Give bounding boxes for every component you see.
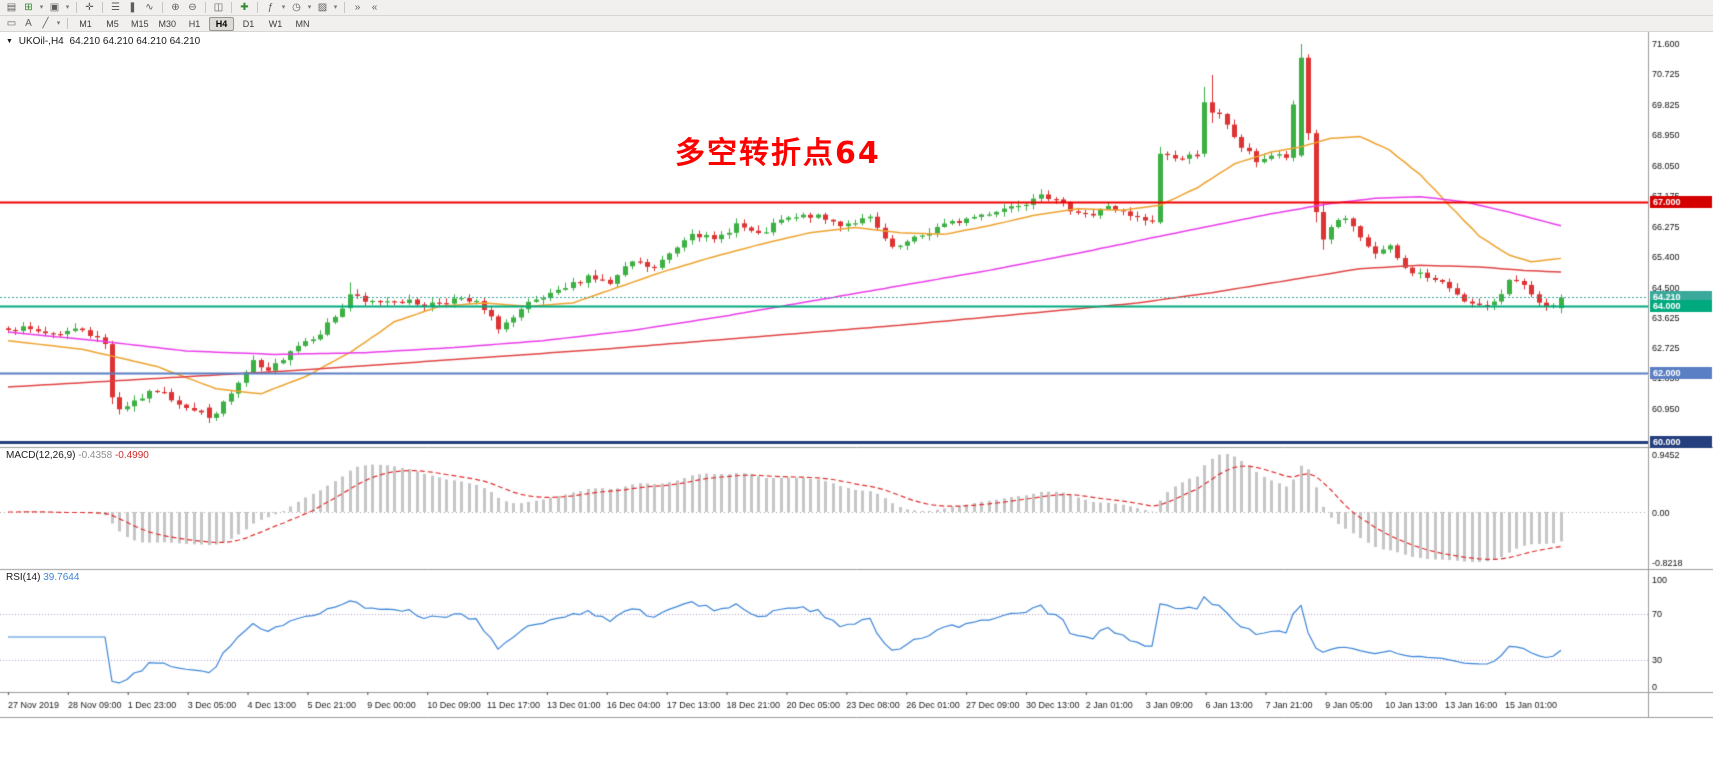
toolbar-separator bbox=[205, 2, 206, 13]
timeframe-m15[interactable]: M15 bbox=[131, 18, 149, 29]
timeframe-h4[interactable]: H4 bbox=[209, 16, 235, 31]
indicators-dropdown-icon[interactable]: ▾ bbox=[281, 4, 286, 11]
toolbar-separator bbox=[76, 2, 77, 13]
templates-dropdown-icon[interactable]: ▾ bbox=[333, 4, 338, 11]
timeframe-m5[interactable]: M5 bbox=[106, 18, 119, 29]
cursor-tool-icon[interactable]: ▭ bbox=[6, 18, 17, 29]
zoom-in-icon[interactable]: ⊕ bbox=[171, 2, 180, 13]
timeframe-mn[interactable]: MN bbox=[295, 18, 310, 29]
zoom-out-icon[interactable]: ⊖ bbox=[188, 2, 197, 13]
chart-window: ▼ UKOil-,H4 64.210 64.210 64.210 64.210 … bbox=[0, 32, 1713, 722]
toolbar-row-2: ▭ A ╱ ▾ M1 M5 M15 M30 H1 H4 D1 W1 MN bbox=[0, 16, 1713, 32]
toolbar-separator bbox=[344, 2, 345, 13]
chart-shift-icon[interactable]: « bbox=[371, 2, 378, 13]
new-order-icon[interactable]: ✚ bbox=[240, 2, 249, 13]
timeframe-m1[interactable]: M1 bbox=[79, 18, 92, 29]
profiles-icon[interactable]: ▣ bbox=[49, 2, 60, 13]
periods-dropdown-icon[interactable]: ▾ bbox=[307, 4, 312, 11]
toolbar-separator bbox=[102, 2, 103, 13]
toolbar-separator bbox=[257, 2, 258, 13]
candlestick-chart-icon[interactable]: ❚ bbox=[128, 2, 137, 13]
text-tool-icon[interactable]: A bbox=[25, 18, 32, 29]
new-chart-dropdown-icon[interactable]: ▾ bbox=[39, 4, 44, 11]
timeframe-w1[interactable]: W1 bbox=[268, 18, 283, 29]
toolbar-row-1: ▤ ⊞ ▾ ▣ ▾ ✛ ☰ ❚ ∿ ⊕ ⊖ ◫ ✚ ƒ ▾ ◷ ▾ ▨ ▾ » « bbox=[0, 0, 1713, 16]
trendline-tool-icon[interactable]: ╱ bbox=[42, 18, 49, 29]
timeframe-h1[interactable]: H1 bbox=[188, 18, 201, 29]
toolbar-separator bbox=[162, 2, 163, 13]
charts-list-icon[interactable]: ▤ bbox=[6, 2, 17, 13]
timeframe-m30[interactable]: M30 bbox=[158, 18, 177, 29]
timeframe-d1[interactable]: D1 bbox=[242, 18, 255, 29]
tile-windows-icon[interactable]: ◫ bbox=[213, 2, 224, 13]
toolbar-separator bbox=[67, 18, 68, 29]
shapes-dropdown-icon[interactable]: ▾ bbox=[56, 20, 61, 27]
crosshair-icon[interactable]: ✛ bbox=[85, 2, 94, 13]
auto-scroll-icon[interactable]: » bbox=[354, 2, 361, 13]
new-chart-icon[interactable]: ⊞ bbox=[24, 2, 33, 13]
templates-icon[interactable]: ▨ bbox=[317, 2, 328, 13]
price-chart-canvas[interactable] bbox=[0, 32, 1713, 722]
toolbar-separator bbox=[231, 2, 232, 13]
bars-chart-icon[interactable]: ☰ bbox=[111, 2, 120, 13]
profiles-dropdown-icon[interactable]: ▾ bbox=[65, 4, 70, 11]
line-chart-icon[interactable]: ∿ bbox=[145, 2, 154, 13]
periods-icon[interactable]: ◷ bbox=[292, 2, 301, 13]
indicators-icon[interactable]: ƒ bbox=[267, 2, 274, 13]
